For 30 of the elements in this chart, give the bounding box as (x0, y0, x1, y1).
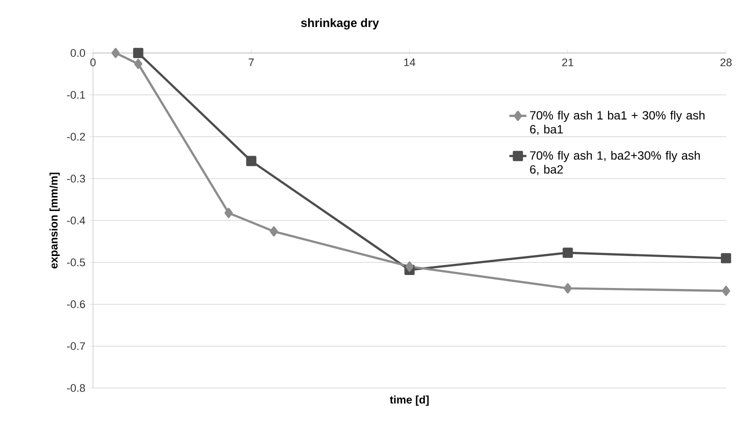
legend-label: 70% fly ash 1, ba2+30% fly ash 6, ba2 (530, 150, 700, 176)
point (112, 48, 120, 58)
chart-title: shrinkage dry (301, 18, 379, 30)
x-tick-label: 21 (562, 58, 574, 66)
point (224, 208, 233, 218)
x-tick-label: 14 (404, 58, 416, 66)
point (246, 156, 256, 166)
point (133, 48, 144, 58)
y-tick-label: -0.2 (67, 132, 85, 141)
y-tick-label: -0.1 (67, 91, 85, 99)
point (564, 283, 572, 294)
point (270, 226, 278, 236)
x-tick-label: 7 (248, 58, 254, 66)
y-tick-label: -0.4 (67, 216, 86, 224)
point (720, 253, 732, 264)
point (405, 261, 414, 272)
point (134, 58, 142, 69)
point (562, 248, 573, 258)
x-axis-title: time [d] (390, 396, 429, 406)
y-tick-label: -0.5 (67, 258, 86, 266)
point (722, 286, 730, 296)
legend-label: 70% fly ash 1 ba1 + 30% fly ash 6, ba1 (530, 110, 704, 135)
x-tick-label: 28 (720, 58, 732, 66)
y-tick-label: -0.6 (67, 300, 85, 308)
y-tick-label: 0.0 (70, 49, 86, 57)
y-tick-label: -0.8 (67, 384, 85, 392)
y-tick-label: -0.7 (67, 342, 85, 350)
x-tick-label: 0 (90, 58, 96, 66)
y-tick-label: -0.3 (67, 174, 85, 183)
y-axis-title: expansion [mm/m] (50, 172, 60, 268)
